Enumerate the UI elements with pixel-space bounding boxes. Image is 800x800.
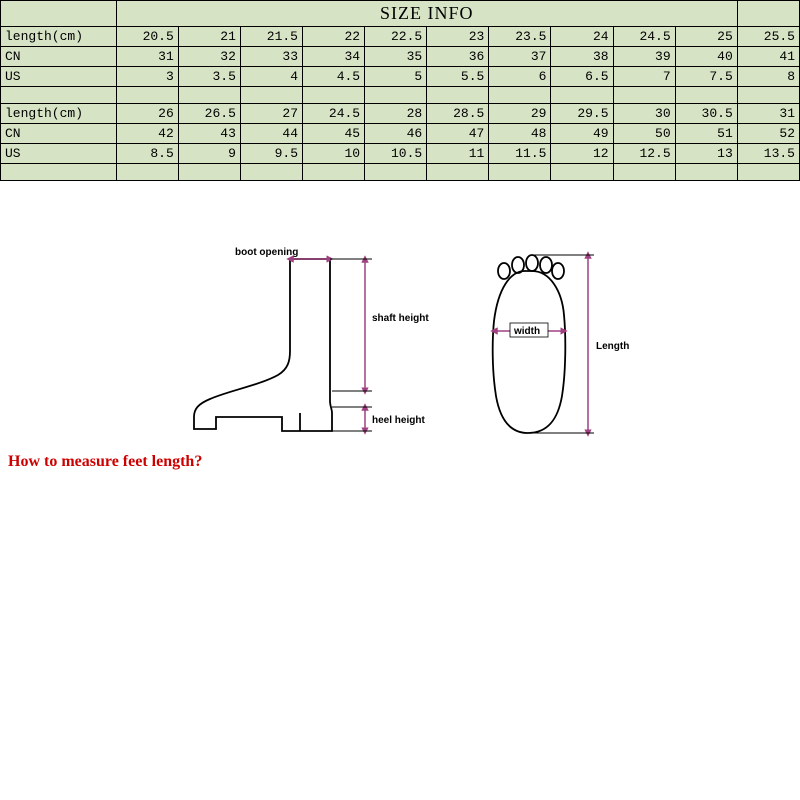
cell: 26.5 [178, 104, 240, 124]
cell: 5.5 [427, 67, 489, 87]
cell: 28.5 [427, 104, 489, 124]
cell: 30 [613, 104, 675, 124]
cell: 21 [178, 27, 240, 47]
cell: 9.5 [240, 144, 302, 164]
foot-icon [493, 255, 566, 433]
heel-height-label: heel height [372, 415, 425, 426]
cell: 29.5 [551, 104, 613, 124]
cell: 10.5 [365, 144, 427, 164]
cell: 3 [116, 67, 178, 87]
cell: 24 [551, 27, 613, 47]
cell: 49 [551, 124, 613, 144]
cell: 8 [737, 67, 799, 87]
cell: 21.5 [240, 27, 302, 47]
cell: 7.5 [675, 67, 737, 87]
cell: 32 [178, 47, 240, 67]
table-row: length(cm) 26 26.5 27 24.5 28 28.5 29 29… [1, 104, 800, 124]
table-row: CN 42 43 44 45 46 47 48 49 50 51 52 [1, 124, 800, 144]
foot-width-label: width [513, 326, 540, 337]
row-label: CN [1, 124, 117, 144]
table-row: US 3 3.5 4 4.5 5 5.5 6 6.5 7 7.5 8 [1, 67, 800, 87]
size-info-table: SIZE INFO length(cm) 20.5 21 21.5 22 22.… [0, 0, 800, 181]
shaft-height-label: shaft height [372, 313, 429, 324]
row-label: US [1, 67, 117, 87]
cell: 36 [427, 47, 489, 67]
row-label: US [1, 144, 117, 164]
cell: 5 [365, 67, 427, 87]
cell: 25.5 [737, 27, 799, 47]
row-label: length(cm) [1, 27, 117, 47]
row-label: CN [1, 47, 117, 67]
cell: 31 [116, 47, 178, 67]
cell: 11.5 [489, 144, 551, 164]
table-title: SIZE INFO [116, 1, 737, 27]
cell: 12 [551, 144, 613, 164]
cell: 29 [489, 104, 551, 124]
table-row: length(cm) 20.5 21 21.5 22 22.5 23 23.5 … [1, 27, 800, 47]
cell: 3.5 [178, 67, 240, 87]
cell: 38 [551, 47, 613, 67]
table-row: CN 31 32 33 34 35 36 37 38 39 40 41 [1, 47, 800, 67]
boot-opening-label: boot opening [235, 247, 298, 258]
cell: 7 [613, 67, 675, 87]
cell: 6 [489, 67, 551, 87]
cell: 23.5 [489, 27, 551, 47]
diagram-svg: boot opening shaft height heel height wi… [140, 241, 660, 451]
cell: 20.5 [116, 27, 178, 47]
cell: 42 [116, 124, 178, 144]
cell: 40 [675, 47, 737, 67]
cell: 22.5 [365, 27, 427, 47]
cell: 4.5 [303, 67, 365, 87]
cell: 30.5 [675, 104, 737, 124]
cell: 10 [303, 144, 365, 164]
cell: 8.5 [116, 144, 178, 164]
cell: 44 [240, 124, 302, 144]
cell: 39 [613, 47, 675, 67]
title-row: SIZE INFO [1, 1, 800, 27]
blank-row [1, 164, 800, 181]
cell: 4 [240, 67, 302, 87]
cell: 26 [116, 104, 178, 124]
cell: 24.5 [613, 27, 675, 47]
cell: 34 [303, 47, 365, 67]
cell: 31 [737, 104, 799, 124]
cell: 48 [489, 124, 551, 144]
cell: 37 [489, 47, 551, 67]
cell: 51 [675, 124, 737, 144]
cell: 22 [303, 27, 365, 47]
foot-length-label: Length [596, 341, 629, 352]
cell: 9 [178, 144, 240, 164]
cell: 52 [737, 124, 799, 144]
cell: 24.5 [303, 104, 365, 124]
cell: 33 [240, 47, 302, 67]
cell: 13.5 [737, 144, 799, 164]
cell: 50 [613, 124, 675, 144]
cell: 11 [427, 144, 489, 164]
howto-text: How to measure feet length? [8, 453, 202, 471]
cell: 46 [365, 124, 427, 144]
cell: 28 [365, 104, 427, 124]
cell: 23 [427, 27, 489, 47]
cell: 35 [365, 47, 427, 67]
row-label: length(cm) [1, 104, 117, 124]
cell: 45 [303, 124, 365, 144]
cell: 43 [178, 124, 240, 144]
measurement-diagram: boot opening shaft height heel height wi… [0, 241, 800, 501]
boot-icon [194, 259, 332, 431]
cell: 13 [675, 144, 737, 164]
cell: 12.5 [613, 144, 675, 164]
cell: 25 [675, 27, 737, 47]
table-row: US 8.5 9 9.5 10 10.5 11 11.5 12 12.5 13 … [1, 144, 800, 164]
cell: 6.5 [551, 67, 613, 87]
cell: 41 [737, 47, 799, 67]
blank-row [1, 87, 800, 104]
cell: 47 [427, 124, 489, 144]
cell: 27 [240, 104, 302, 124]
